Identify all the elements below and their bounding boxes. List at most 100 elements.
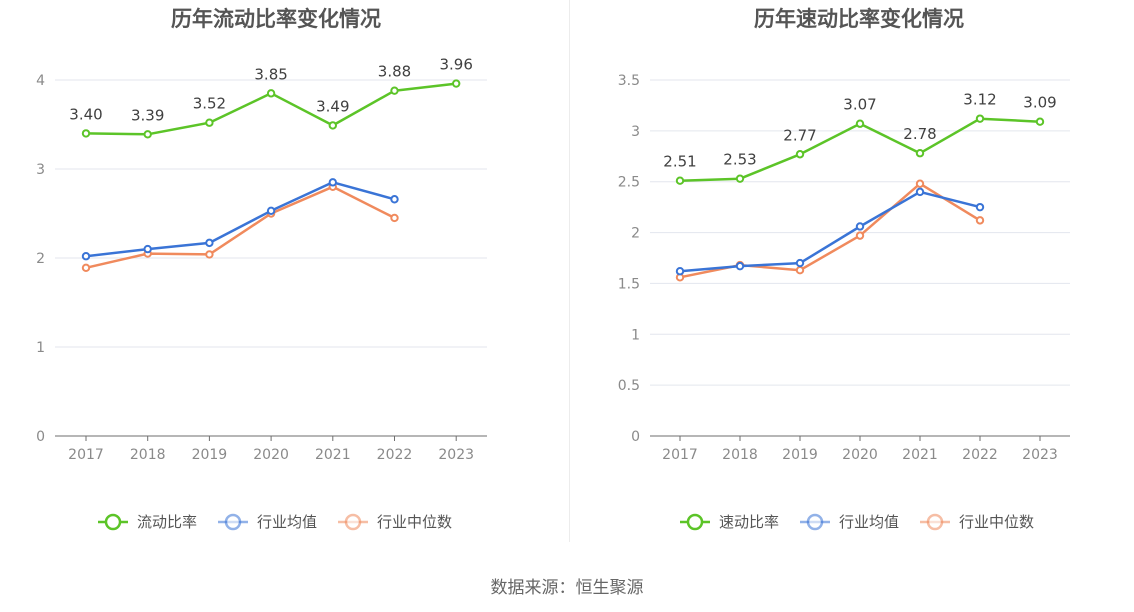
data-label: 3.40 [69, 105, 102, 123]
y-tick-label: 0.5 [618, 378, 640, 394]
y-tick-label: 1.5 [618, 276, 640, 292]
y-tick-label: 3.5 [618, 73, 640, 89]
data-point[interactable] [795, 266, 805, 275]
data-point[interactable] [975, 216, 985, 225]
data-label: 3.12 [963, 91, 996, 109]
legend-marker [224, 513, 242, 531]
data-point[interactable] [266, 206, 276, 216]
data-point[interactable] [735, 174, 745, 183]
legend-marker [686, 513, 704, 531]
data-point[interactable] [328, 178, 337, 187]
x-tick-label: 2021 [902, 447, 938, 463]
legend-item-1[interactable]: 行业均值 [218, 513, 317, 531]
data-point[interactable] [855, 222, 865, 231]
data-point[interactable] [143, 130, 152, 139]
data-point[interactable] [328, 121, 337, 130]
data-point[interactable] [205, 238, 214, 248]
y-tick-label: 4 [36, 73, 45, 89]
data-point[interactable] [452, 79, 461, 88]
x-tick-label: 2018 [722, 447, 758, 463]
data-point[interactable] [675, 176, 685, 185]
chart-title: 历年流动比率变化情况 [171, 7, 381, 31]
data-source: 数据来源：恒生聚源 [490, 578, 644, 598]
legend-item-1[interactable]: 行业均值 [800, 513, 899, 531]
x-tick-label: 2020 [842, 447, 878, 463]
legend-item-2[interactable]: 行业中位数 [338, 513, 452, 531]
data-point[interactable] [855, 119, 865, 128]
legend-item-2[interactable]: 行业中位数 [920, 513, 1034, 531]
data-point[interactable] [915, 179, 925, 188]
y-tick-label: 3 [631, 124, 640, 140]
x-tick-label: 2017 [68, 447, 104, 463]
x-tick-label: 2022 [377, 447, 413, 463]
data-point[interactable] [975, 202, 985, 212]
data-label: 3.85 [254, 65, 287, 83]
data-label: 2.77 [783, 126, 816, 144]
x-tick-label: 2017 [662, 447, 698, 463]
data-point[interactable] [915, 149, 925, 158]
panel-divider [569, 0, 570, 542]
legend-marker [344, 513, 362, 531]
chart-title: 历年速动比率变化情况 [754, 7, 964, 31]
data-label: 3.49 [316, 97, 349, 115]
data-point[interactable] [143, 244, 152, 254]
data-point[interactable] [205, 118, 214, 127]
data-label: 3.52 [193, 95, 226, 113]
x-tick-label: 2023 [1022, 447, 1058, 463]
series-line-1 [679, 190, 981, 273]
data-point[interactable] [81, 263, 91, 272]
data-label: 2.78 [903, 125, 936, 143]
y-tick-label: 1 [631, 327, 640, 343]
series-line-1 [85, 181, 395, 258]
data-point[interactable] [266, 89, 276, 98]
data-point[interactable] [975, 114, 985, 123]
data-point[interactable] [81, 129, 91, 138]
x-tick-label: 2023 [438, 447, 474, 463]
data-point[interactable] [795, 258, 805, 268]
data-point[interactable] [735, 261, 745, 271]
data-point[interactable] [390, 213, 399, 223]
data-point[interactable] [915, 187, 925, 197]
legend-item-0[interactable]: 流动比率 [98, 513, 197, 531]
data-point[interactable] [81, 252, 91, 261]
chart-panel-quick-ratio: 历年速动比率变化情况 0 0.5 1 1.5 2 2.5 3 3.5 2017 2018 2019 20… [567, 0, 1134, 545]
y-tick-label: 0 [631, 429, 640, 445]
data-label: 3.96 [439, 56, 472, 74]
x-tick-label: 2019 [782, 447, 818, 463]
data-point[interactable] [1035, 117, 1045, 126]
data-point[interactable] [390, 195, 399, 204]
data-label: 2.53 [723, 151, 756, 169]
data-point[interactable] [795, 150, 805, 159]
legend-label: 行业均值 [839, 513, 899, 531]
legend-label: 行业均值 [257, 513, 317, 531]
data-point[interactable] [390, 86, 399, 95]
x-tick-label: 2021 [315, 447, 351, 463]
y-tick-label: 2.5 [618, 175, 640, 191]
y-tick-label: 3 [36, 162, 45, 178]
x-tick-label: 2022 [962, 447, 998, 463]
legend-label: 行业中位数 [377, 513, 452, 531]
legend-marker [926, 513, 944, 531]
legend-item-0[interactable]: 速动比率 [680, 513, 779, 531]
data-point[interactable] [205, 250, 214, 259]
data-label: 3.39 [131, 106, 164, 124]
x-tick-label: 2020 [253, 447, 289, 463]
legend-marker [104, 513, 122, 531]
series-line-2 [679, 182, 981, 279]
legend-label: 流动比率 [137, 513, 197, 531]
y-tick-label: 1 [36, 340, 45, 356]
x-tick-label: 2018 [130, 447, 166, 463]
data-point[interactable] [855, 231, 865, 240]
y-tick-label: 2 [36, 251, 45, 267]
data-point[interactable] [675, 267, 685, 276]
y-tick-label: 2 [631, 226, 640, 242]
data-label: 3.09 [1023, 94, 1056, 112]
series-line-2 [85, 185, 396, 270]
data-label: 3.07 [843, 96, 876, 114]
legend-marker [806, 513, 824, 531]
legend-label: 行业中位数 [959, 513, 1034, 531]
y-tick-label: 0 [36, 429, 45, 445]
data-label: 3.88 [378, 63, 411, 81]
x-tick-label: 2019 [192, 447, 228, 463]
